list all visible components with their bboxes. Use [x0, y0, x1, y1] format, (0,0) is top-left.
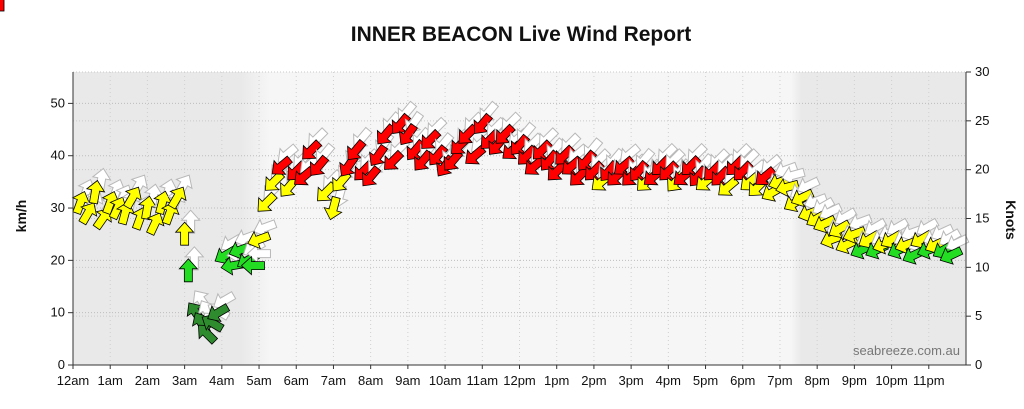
credit-text: seabreeze.com.au [853, 343, 960, 358]
wind-arrow [271, 155, 293, 175]
wind-arrow [323, 195, 343, 221]
y-tick-label: 20 [51, 252, 65, 267]
wind-arrow [178, 258, 199, 283]
y2-tick-label: 5 [975, 308, 982, 323]
wind-arrow [939, 246, 964, 265]
wind-arrow [369, 143, 389, 167]
x-tick-label: 11am [467, 373, 499, 388]
y-axis-label: km/h [13, 200, 29, 233]
y-tick-label: 0 [58, 357, 65, 372]
x-tick-label: 5am [246, 373, 271, 388]
wind-arrows [0, 0, 970, 345]
wind-arrow [146, 212, 165, 236]
x-tick-label: 8am [358, 373, 383, 388]
wind-arrow [167, 186, 187, 210]
x-tick-label: 8pm [805, 373, 830, 388]
x-tick-label: 6pm [730, 373, 755, 388]
wind-arrow [174, 221, 195, 246]
x-tick-label: 12pm [503, 373, 536, 388]
y2-tick-label: 15 [975, 211, 989, 226]
y-tick-label: 30 [51, 200, 65, 215]
wind-arrow [78, 202, 98, 226]
x-tick-label: 11pm [913, 373, 945, 388]
gust-arrow [184, 246, 205, 271]
y2-tick-label: 30 [975, 64, 989, 79]
wind-arrow [362, 165, 382, 187]
x-tick-label: 4am [209, 373, 234, 388]
chart-title: INNER BEACON Live Wind Report [351, 23, 692, 46]
wind-arrow [347, 138, 367, 161]
wind-arrow [813, 214, 837, 234]
x-tick-label: 1am [98, 373, 123, 388]
x-tick-label: 6am [284, 373, 309, 388]
wind-arrow [790, 188, 815, 208]
x-tick-label: 2am [135, 373, 160, 388]
x-tick-label: 7pm [767, 373, 792, 388]
y2-tick-label: 10 [975, 259, 989, 274]
x-tick-label: 1pm [544, 373, 569, 388]
wind-arrow [0, 0, 5, 12]
wind-arrow [92, 208, 112, 231]
wind-arrow [775, 177, 800, 198]
axes: 0 10 20 30 40 50 0 5 10 15 20 25 30 12am 1am 2am 3am 4am 5… [51, 64, 990, 388]
y2-tick-label: 0 [975, 357, 982, 372]
x-tick-label: 9am [395, 373, 420, 388]
x-tick-label: 9pm [842, 373, 867, 388]
x-tick-label: 4pm [656, 373, 681, 388]
x-tick-label: 5pm [693, 373, 718, 388]
y-tick-label: 10 [51, 305, 65, 320]
wind-arrow [240, 255, 265, 276]
gust-arrow [180, 209, 201, 234]
wind-arrow [247, 230, 272, 250]
x-tick-label: 10am [429, 373, 462, 388]
y2-axis-label: Knots [1003, 200, 1019, 240]
wind-arrow [257, 191, 278, 212]
wind-arrow [302, 139, 323, 160]
wind-arrow [207, 303, 231, 323]
x-tick-label: 7am [321, 373, 346, 388]
wind-arrow [421, 128, 442, 149]
x-tick-label: 12am [57, 373, 90, 388]
wind-arrow [309, 154, 330, 176]
x-tick-label: 2pm [581, 373, 606, 388]
wind-arrow [842, 225, 867, 245]
x-tick-label: 10pm [875, 373, 908, 388]
y2-tick-label: 20 [975, 162, 989, 177]
y-tick-label: 50 [51, 95, 65, 110]
y2-tick-label: 25 [975, 113, 989, 128]
wind-arrow [384, 149, 405, 170]
x-tick-label: 3pm [618, 373, 643, 388]
x-tick-label: 3am [172, 373, 197, 388]
wind-arrow [85, 179, 106, 205]
y-tick-label: 40 [51, 148, 65, 163]
